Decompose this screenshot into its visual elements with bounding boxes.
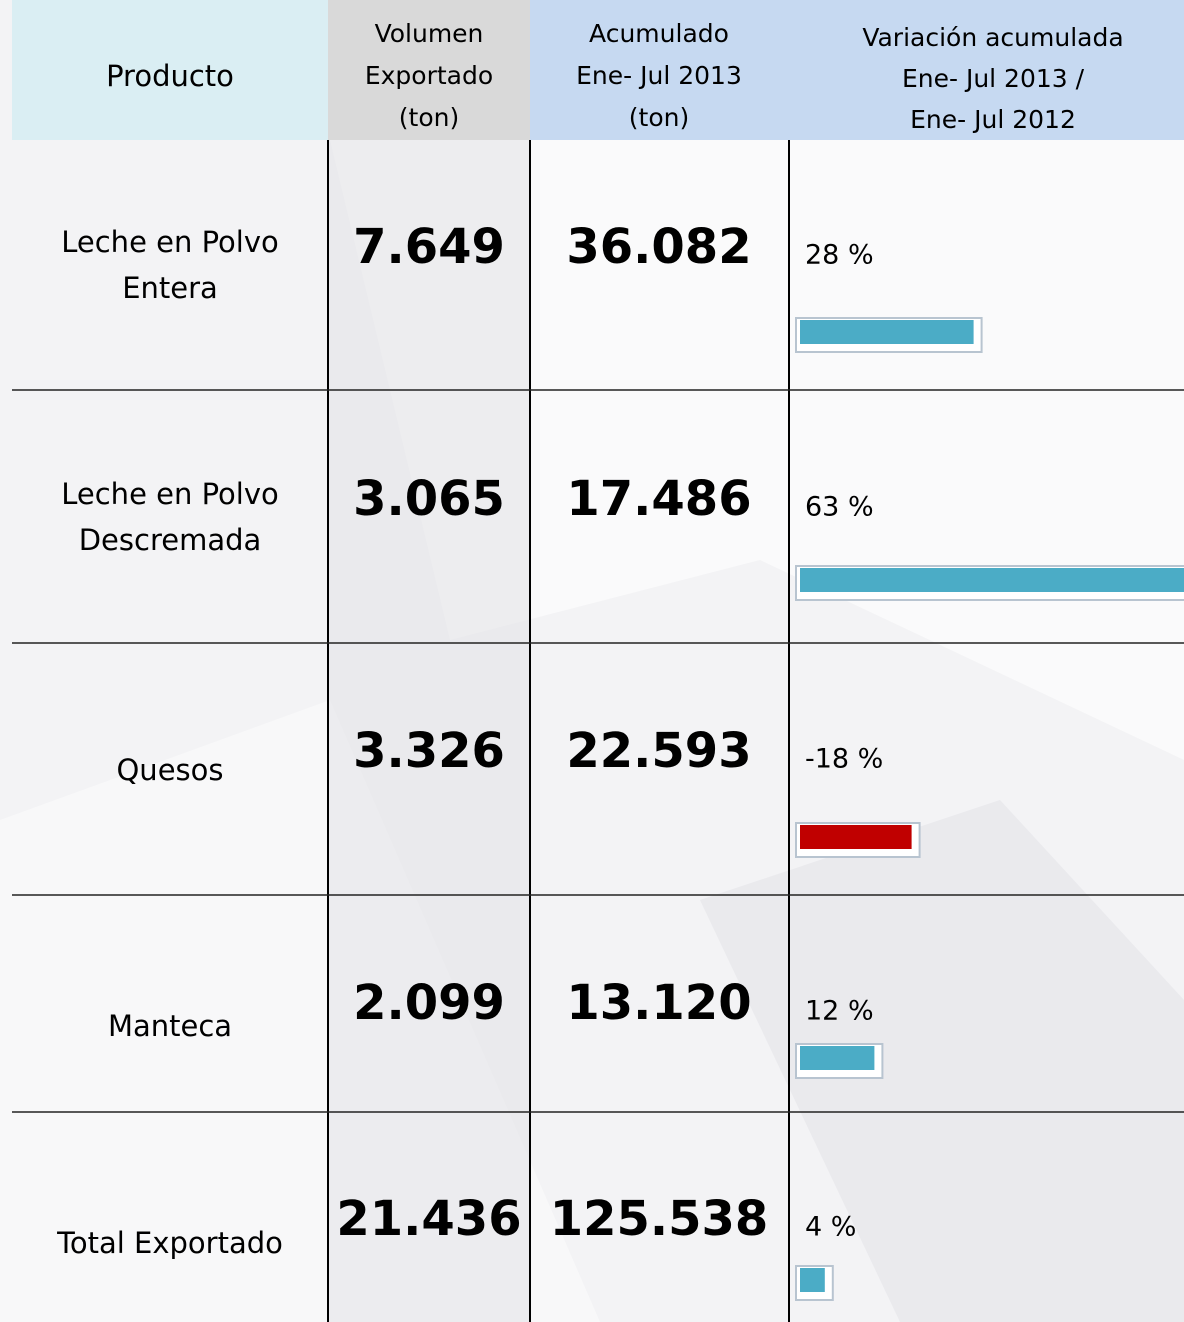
variation-bar <box>800 1268 825 1292</box>
variation-label: 4 % <box>805 1212 856 1243</box>
volume: 21.436 <box>336 1191 521 1247</box>
variation-bar <box>800 825 912 849</box>
product-name: Leche en Polvo <box>61 477 278 511</box>
accumulated: 125.538 <box>550 1191 769 1247</box>
variation-label: 63 % <box>805 492 874 523</box>
product-name: Quesos <box>116 753 223 787</box>
header-text: (ton) <box>399 103 459 132</box>
header-text: (ton) <box>629 103 689 132</box>
variation-label: 12 % <box>805 996 874 1027</box>
product-name: Total Exportado <box>56 1226 283 1260</box>
header-text: Variación acumulada <box>862 23 1123 52</box>
header-cell <box>328 0 530 140</box>
header-text: Ene- Jul 2012 <box>910 105 1076 134</box>
header-cell <box>530 0 1184 140</box>
header-text: Ene- Jul 2013 <box>576 61 742 90</box>
header-text: Ene- Jul 2013 / <box>902 64 1085 93</box>
watermark <box>330 140 1184 760</box>
volume: 7.649 <box>353 219 505 275</box>
watermark <box>700 800 1184 1322</box>
header-text: Volumen <box>375 19 484 48</box>
variation-bar <box>800 320 974 344</box>
column-lines <box>327 140 790 1322</box>
accumulated: 17.486 <box>566 471 751 527</box>
product-name: Descremada <box>79 523 262 557</box>
column-shade <box>328 140 530 1322</box>
variation-label: -18 % <box>805 744 883 775</box>
header-text: Acumulado <box>589 19 729 48</box>
accumulated: 13.120 <box>566 975 751 1031</box>
volume: 3.065 <box>353 471 505 527</box>
volume: 2.099 <box>353 975 505 1031</box>
product-name: Manteca <box>108 1009 232 1043</box>
accumulated: 36.082 <box>566 219 751 275</box>
header-cell <box>12 0 328 140</box>
volume: 3.326 <box>353 723 505 779</box>
product-name: Leche en Polvo <box>61 225 278 259</box>
variation-label: 28 % <box>805 240 874 271</box>
product-name: Entera <box>122 271 218 305</box>
variation-bar <box>800 568 1184 592</box>
header-text: Producto <box>106 59 234 93</box>
header-text: Exportado <box>365 61 493 90</box>
accumulated: 22.593 <box>566 723 751 779</box>
variation-bar <box>800 1046 875 1070</box>
